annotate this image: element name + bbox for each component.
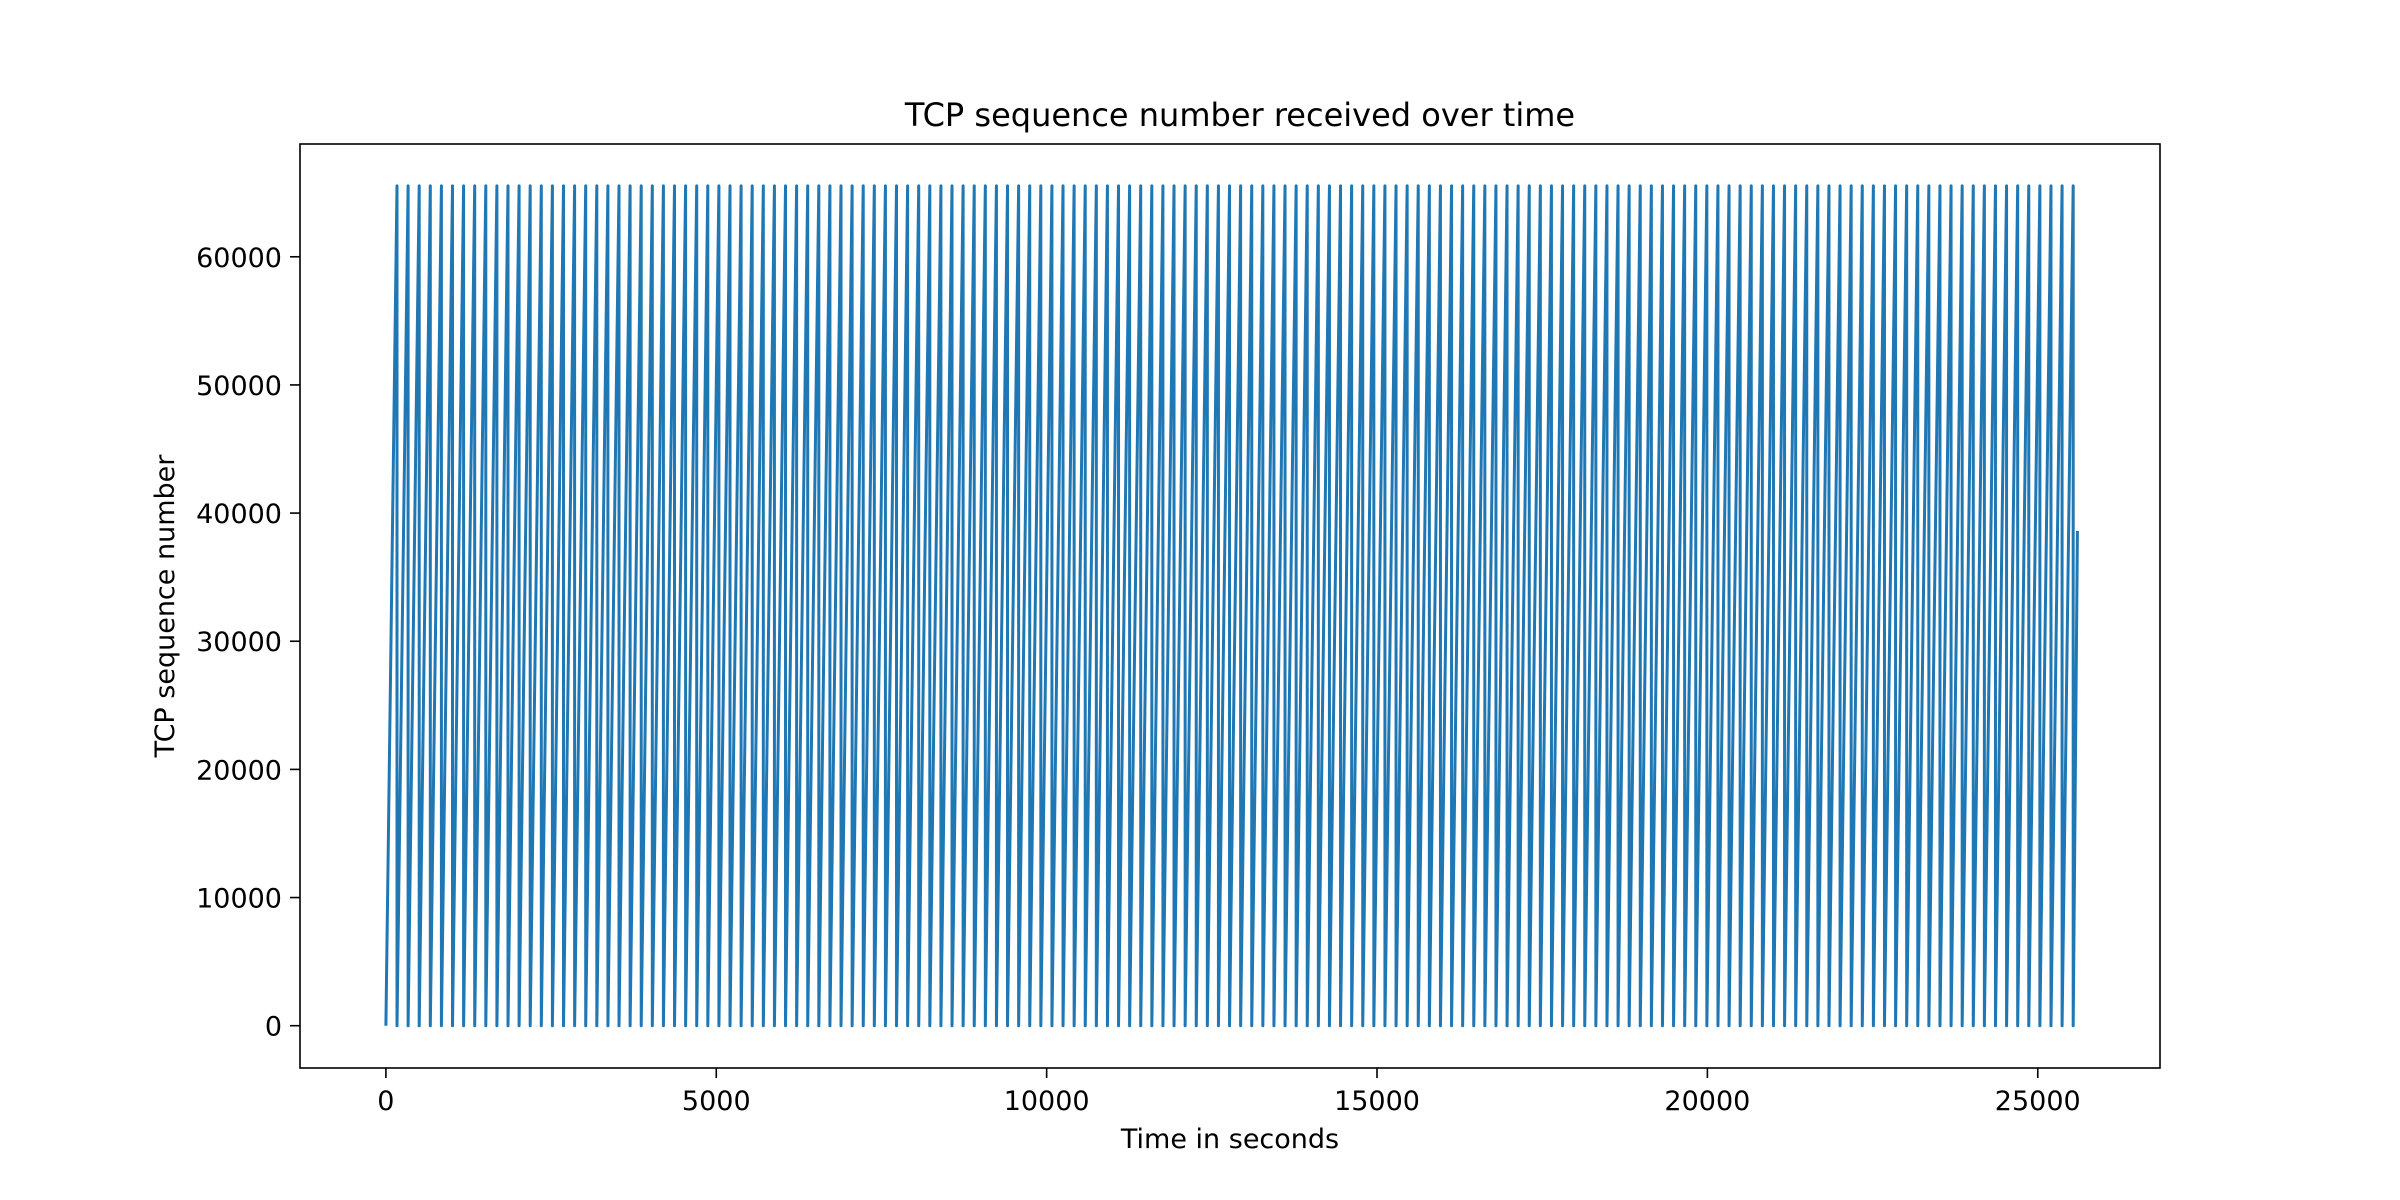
y-tick-label: 0	[265, 1012, 282, 1043]
y-tick-label: 30000	[196, 627, 282, 658]
series-line-tcp-sequence	[384, 184, 2079, 1028]
y-tick-label: 50000	[196, 371, 282, 402]
x-tick-label: 20000	[1664, 1086, 1750, 1117]
y-tick-label: 60000	[196, 243, 282, 274]
axes-frame	[299, 143, 2161, 1069]
y-tick-label: 10000	[196, 884, 282, 915]
x-axis: 0 5000 10000 15000 20000 25000	[377, 1068, 2081, 1117]
x-tick-label: 0	[377, 1086, 394, 1117]
chart-title: TCP sequence number received over time	[904, 96, 1575, 134]
y-tick-label: 20000	[196, 755, 282, 786]
x-tick-label: 10000	[1004, 1086, 1090, 1117]
x-tick-label: 15000	[1334, 1086, 1420, 1117]
y-axis: 0 10000 20000 30000 40000 50000 60000	[196, 243, 300, 1043]
plot-area	[299, 143, 2161, 1069]
x-axis-label: Time in seconds	[1120, 1124, 1339, 1155]
x-tick-label: 25000	[1995, 1086, 2081, 1117]
y-tick-label: 40000	[196, 499, 282, 530]
y-axis-label: TCP sequence number	[150, 454, 181, 759]
x-tick-label: 5000	[682, 1086, 751, 1117]
